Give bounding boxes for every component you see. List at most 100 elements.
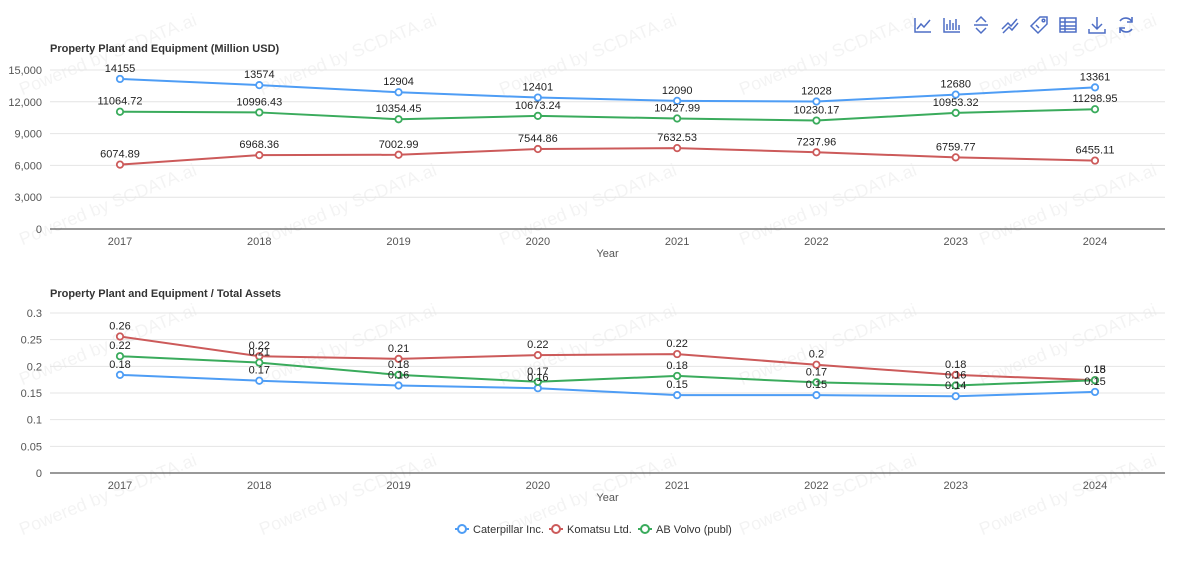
data-label: 6968.36 — [239, 139, 279, 151]
line-chart-icon — [914, 18, 931, 33]
series-line-3 — [119, 355, 1096, 387]
data-label: 0.15 — [666, 379, 687, 391]
legend-marker — [457, 524, 467, 534]
legend-label: AB Volvo (publ) — [656, 524, 732, 536]
data-label: 10673.24 — [515, 100, 561, 112]
y-tick-label: 0.3 — [27, 308, 42, 320]
bar-chart-button[interactable] — [941, 14, 963, 36]
data-point — [533, 377, 542, 386]
data-label: 10427.99 — [654, 102, 700, 114]
data-label: 0.16 — [527, 372, 548, 384]
refresh-icon — [1119, 17, 1133, 33]
y-tick-label: 0.25 — [21, 335, 42, 347]
stack-button[interactable] — [970, 14, 992, 36]
watermark-text: Powered by SCDATA.ai — [736, 450, 919, 539]
data-point — [115, 352, 125, 361]
x-tick-label: 2020 — [526, 236, 550, 248]
y-tick-label: 0.15 — [21, 388, 42, 400]
data-label: 12680 — [940, 79, 971, 91]
data-point — [812, 391, 821, 400]
data-point — [255, 108, 264, 117]
watermark-text: Powered by SCDATA.ai — [256, 160, 439, 249]
watermark-text: Powered by SCDATA.ai — [976, 160, 1159, 249]
data-point — [1090, 387, 1100, 397]
data-point — [951, 370, 960, 379]
data-point — [533, 144, 542, 154]
data-point — [812, 97, 821, 106]
tag-button[interactable] — [1028, 14, 1050, 36]
data-point — [1090, 83, 1100, 92]
y-tick-label: 0.2 — [27, 361, 42, 373]
download-button[interactable] — [1086, 14, 1108, 36]
data-point — [255, 376, 264, 385]
data-label: 6759.77 — [936, 141, 976, 153]
data-label: 10230.17 — [793, 105, 839, 117]
data-point — [1090, 156, 1100, 165]
x-tick-label: 2017 — [108, 236, 132, 248]
data-label: 7544.86 — [518, 133, 558, 145]
data-point — [951, 90, 960, 99]
data-point — [533, 111, 542, 120]
data-point — [255, 81, 264, 90]
refresh-button[interactable] — [1115, 14, 1137, 36]
data-point — [812, 360, 821, 369]
x-tick-label: 2022 — [804, 480, 828, 492]
x-tick-label: 2022 — [804, 236, 828, 248]
data-label: 10354.45 — [376, 103, 422, 115]
data-label: 6074.89 — [100, 149, 140, 161]
x-axis-title: Year — [596, 248, 619, 260]
data-point — [115, 74, 125, 84]
data-label: 10953.32 — [933, 97, 979, 109]
data-point — [115, 160, 125, 169]
data-label: 0.21 — [388, 343, 409, 355]
data-label: 0.17 — [249, 365, 270, 377]
data-label: 11064.72 — [97, 96, 142, 108]
data-label: 0.18 — [388, 359, 409, 371]
data-point — [812, 378, 821, 387]
data-label: 12401 — [523, 82, 554, 94]
data-label: 0.26 — [109, 320, 130, 332]
data-point — [255, 151, 264, 160]
watermark-text: Powered by SCDATA.ai — [496, 160, 679, 249]
data-point — [673, 114, 682, 123]
data-label: 0.22 — [666, 338, 687, 350]
data-label: 7237.96 — [797, 136, 837, 148]
line-chart-button[interactable] — [912, 14, 934, 36]
data-point — [533, 351, 542, 360]
data-point — [115, 332, 125, 341]
watermark-text: Powered by SCDATA.ai — [16, 450, 199, 539]
stack-icon — [974, 15, 988, 35]
data-point — [394, 150, 403, 159]
data-point — [951, 381, 960, 390]
tiled-icon — [1001, 18, 1019, 34]
data-point — [394, 115, 403, 124]
data-point — [394, 381, 403, 390]
data-label: 0.15 — [1084, 376, 1105, 388]
x-tick-label: 2019 — [386, 480, 410, 492]
data-label: 0.16 — [388, 370, 409, 382]
data-point — [115, 370, 125, 379]
data-label: 0.15 — [1084, 364, 1105, 376]
data-label: 11298.95 — [1072, 93, 1117, 105]
data-point — [533, 93, 542, 102]
data-point — [394, 354, 403, 363]
data-point — [673, 349, 682, 359]
data-label: 12090 — [662, 85, 693, 97]
data-point — [394, 370, 403, 379]
data-label: 0.18 — [945, 359, 966, 371]
series-line-3 — [119, 108, 1096, 122]
data-point — [673, 96, 682, 105]
data-label: 13361 — [1080, 71, 1111, 83]
chart-toolbar — [912, 14, 1137, 36]
tiled-button[interactable] — [999, 14, 1021, 36]
data-view-button[interactable] — [1057, 14, 1079, 36]
data-point — [673, 391, 682, 400]
series-line-1 — [119, 373, 1096, 398]
legend-marker — [640, 524, 650, 534]
data-label: 0.15 — [806, 379, 827, 391]
legend-label: Komatsu Ltd. — [567, 524, 632, 536]
series-line-2 — [119, 335, 1096, 382]
chart-title: Property Plant and Equipment (Million US… — [50, 43, 280, 55]
data-label: 0.16 — [945, 370, 966, 382]
